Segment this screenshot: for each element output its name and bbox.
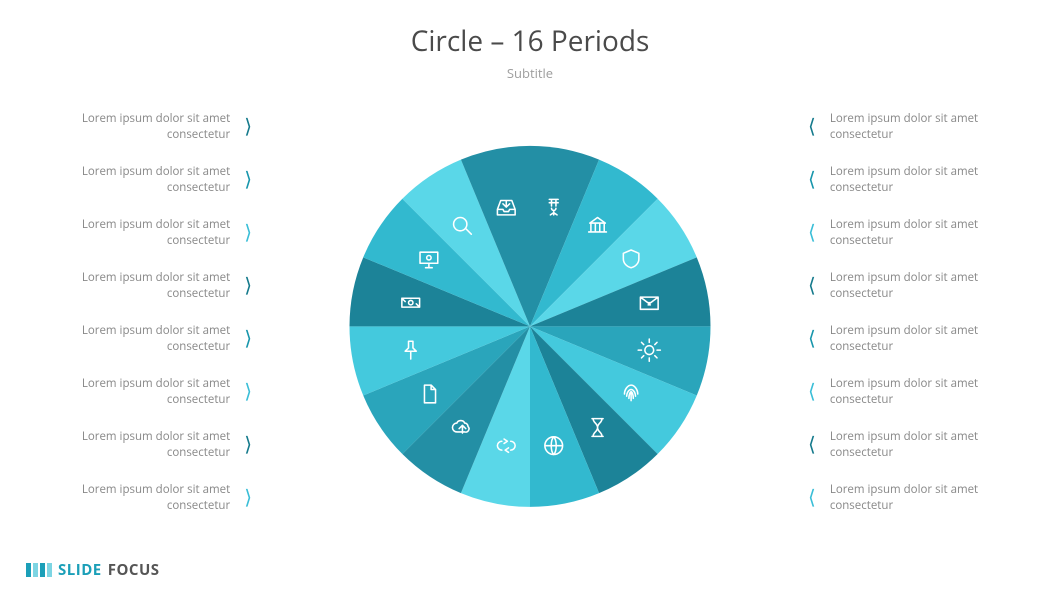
label-text: Lorem ipsum dolor sit amet consectetur bbox=[50, 482, 230, 513]
label-text: Lorem ipsum dolor sit amet consectetur bbox=[50, 217, 230, 248]
chevron-right-icon: ⟩ bbox=[230, 326, 266, 351]
label-text: Lorem ipsum dolor sit amet consectetur bbox=[50, 164, 230, 195]
brand-bars bbox=[26, 563, 52, 577]
chevron-right-icon: ⟩ bbox=[230, 114, 266, 139]
label-item: Lorem ipsum dolor sit amet consectetur⟩ bbox=[26, 259, 266, 312]
brand-text-1: SLIDE bbox=[58, 560, 102, 580]
chevron-left-icon: ⟨ bbox=[794, 273, 830, 298]
label-item: Lorem ipsum dolor sit amet consectetur⟩ bbox=[26, 312, 266, 365]
chevron-right-icon: ⟩ bbox=[230, 485, 266, 510]
label-text: Lorem ipsum dolor sit amet consectetur bbox=[50, 111, 230, 142]
label-item: ⟨Lorem ipsum dolor sit amet consectetur bbox=[794, 206, 1034, 259]
labels-right: ⟨Lorem ipsum dolor sit amet consectetur⟨… bbox=[794, 100, 1034, 524]
label-text: Lorem ipsum dolor sit amet consectetur bbox=[830, 164, 1010, 195]
page-title: Circle – 16 Periods bbox=[0, 0, 1060, 60]
label-text: Lorem ipsum dolor sit amet consectetur bbox=[830, 111, 1010, 142]
chevron-right-icon: ⟩ bbox=[230, 379, 266, 404]
chevron-right-icon: ⟩ bbox=[230, 220, 266, 245]
chevron-right-icon: ⟩ bbox=[230, 273, 266, 298]
chevron-left-icon: ⟨ bbox=[794, 432, 830, 457]
label-item: ⟨Lorem ipsum dolor sit amet consectetur bbox=[794, 100, 1034, 153]
labels-left: Lorem ipsum dolor sit amet consectetur⟩L… bbox=[26, 100, 266, 524]
label-text: Lorem ipsum dolor sit amet consectetur bbox=[830, 217, 1010, 248]
chevron-left-icon: ⟨ bbox=[794, 326, 830, 351]
label-item: ⟨Lorem ipsum dolor sit amet consectetur bbox=[794, 418, 1034, 471]
label-text: Lorem ipsum dolor sit amet consectetur bbox=[830, 482, 1010, 513]
brand-logo: SLIDE FOCUS bbox=[26, 560, 160, 580]
label-text: Lorem ipsum dolor sit amet consectetur bbox=[830, 376, 1010, 407]
chevron-right-icon: ⟩ bbox=[230, 432, 266, 457]
chevron-left-icon: ⟨ bbox=[794, 379, 830, 404]
page-subtitle: Subtitle bbox=[0, 64, 1060, 82]
label-item: ⟨Lorem ipsum dolor sit amet consectetur bbox=[794, 312, 1034, 365]
label-text: Lorem ipsum dolor sit amet consectetur bbox=[830, 270, 1010, 301]
label-item: Lorem ipsum dolor sit amet consectetur⟩ bbox=[26, 365, 266, 418]
label-item: Lorem ipsum dolor sit amet consectetur⟩ bbox=[26, 153, 266, 206]
label-text: Lorem ipsum dolor sit amet consectetur bbox=[50, 376, 230, 407]
label-item: Lorem ipsum dolor sit amet consectetur⟩ bbox=[26, 471, 266, 524]
label-item: ⟨Lorem ipsum dolor sit amet consectetur bbox=[794, 259, 1034, 312]
label-text: Lorem ipsum dolor sit amet consectetur bbox=[50, 323, 230, 354]
brand-text-2: FOCUS bbox=[108, 560, 160, 580]
label-text: Lorem ipsum dolor sit amet consectetur bbox=[50, 429, 230, 460]
chevron-left-icon: ⟨ bbox=[794, 485, 830, 510]
chevron-left-icon: ⟨ bbox=[794, 220, 830, 245]
chevron-left-icon: ⟨ bbox=[794, 114, 830, 139]
diagram-stage: Lorem ipsum dolor sit amet consectetur⟩L… bbox=[0, 100, 1060, 568]
label-text: Lorem ipsum dolor sit amet consectetur bbox=[830, 323, 1010, 354]
label-item: Lorem ipsum dolor sit amet consectetur⟩ bbox=[26, 206, 266, 259]
label-item: ⟨Lorem ipsum dolor sit amet consectetur bbox=[794, 471, 1034, 524]
chevron-left-icon: ⟨ bbox=[794, 167, 830, 192]
label-text: Lorem ipsum dolor sit amet consectetur bbox=[830, 429, 1010, 460]
label-item: Lorem ipsum dolor sit amet consectetur⟩ bbox=[26, 418, 266, 471]
circle-chart bbox=[340, 136, 720, 516]
label-text: Lorem ipsum dolor sit amet consectetur bbox=[50, 270, 230, 301]
label-item: Lorem ipsum dolor sit amet consectetur⟩ bbox=[26, 100, 266, 153]
label-item: ⟨Lorem ipsum dolor sit amet consectetur bbox=[794, 365, 1034, 418]
chevron-right-icon: ⟩ bbox=[230, 167, 266, 192]
label-item: ⟨Lorem ipsum dolor sit amet consectetur bbox=[794, 153, 1034, 206]
